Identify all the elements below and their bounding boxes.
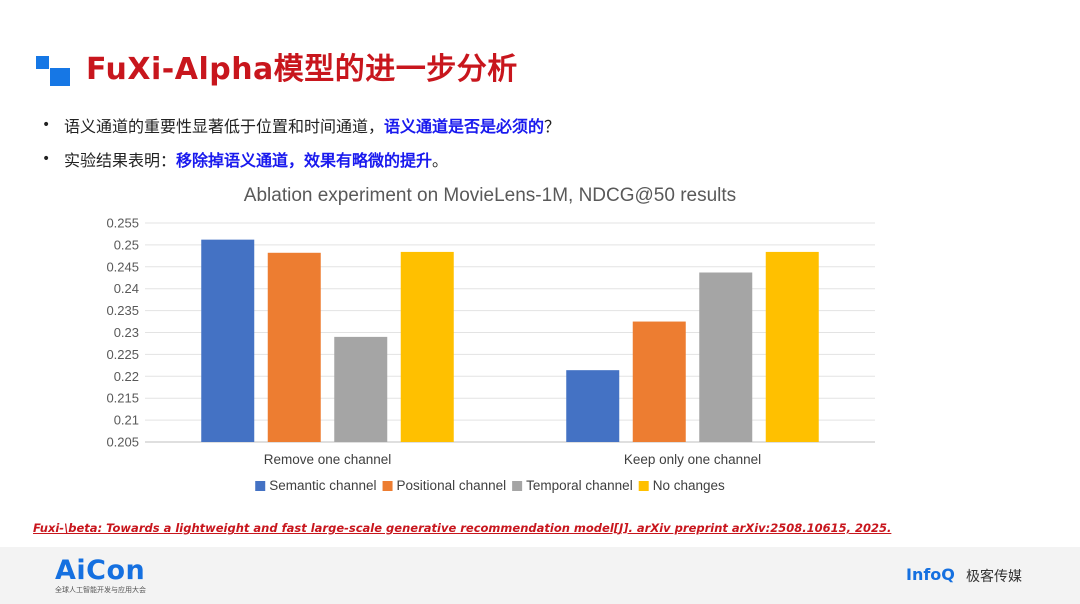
bullet-2-highlight: 移除掉语义通道，效果有略微的提升 bbox=[176, 151, 433, 170]
bullet-item-1: • 语义通道的重要性显著低于位置和时间通道， 语义通道是否是必须的？ bbox=[42, 108, 560, 142]
bullet-2-end: 。 bbox=[432, 151, 449, 170]
chart-title: Ablation experiment on MovieLens-1M, NDC… bbox=[244, 185, 736, 206]
legend-swatch bbox=[255, 481, 266, 491]
bar-no-changes bbox=[765, 251, 819, 442]
bullet-1-highlight: 语义通道是否是必须的 bbox=[384, 117, 545, 136]
aicon-logo: AiCon bbox=[55, 555, 146, 586]
bullet-list: • 语义通道的重要性显著低于位置和时间通道， 语义通道是否是必须的？ • 实验结果… bbox=[42, 108, 560, 176]
x-category-label: Remove one channel bbox=[264, 452, 392, 467]
bullet-2-text: 实验结果表明： bbox=[64, 151, 177, 170]
bar-semantic-channel bbox=[566, 370, 620, 442]
y-tick-label: 0.245 bbox=[106, 259, 139, 274]
bar-positional-channel bbox=[632, 321, 686, 442]
bullet-1-text: 语义通道的重要性显著低于位置和时间通道， bbox=[64, 117, 385, 136]
bar-temporal-channel bbox=[334, 336, 388, 442]
legend-label: Positional channel bbox=[397, 478, 507, 493]
x-axis-labels: Remove one channel Keep only one channel bbox=[264, 452, 761, 467]
ablation-bar-chart: Ablation experiment on MovieLens-1M, NDC… bbox=[106, 185, 875, 493]
slide-title: FuXi-Alpha模型的进一步分析 bbox=[86, 52, 518, 87]
chart-gridlines bbox=[145, 222, 875, 443]
slide-header: FuXi-Alpha模型的进一步分析 bbox=[36, 44, 518, 88]
chart-bars bbox=[201, 239, 819, 442]
chart-legend: Semantic channel Positional channel Tempor… bbox=[255, 478, 725, 493]
bar-positional-channel bbox=[267, 252, 321, 442]
bullet-dot-icon: • bbox=[42, 117, 51, 133]
bar-no-changes bbox=[400, 251, 454, 442]
legend-label: No changes bbox=[653, 478, 725, 493]
footer-bar: AiCon 全球人工智能开发与应用大会 InfoQ 极客传媒 bbox=[0, 547, 1080, 604]
y-tick-label: 0.255 bbox=[106, 216, 139, 231]
y-tick-label: 0.22 bbox=[114, 369, 139, 384]
y-axis-ticks: 0.255 0.25 0.245 0.24 0.235 0.23 0.225 0.22 0.21… bbox=[106, 216, 139, 450]
legend-label: Semantic channel bbox=[269, 478, 376, 493]
legend-label: Temporal channel bbox=[526, 478, 633, 493]
y-tick-label: 0.23 bbox=[114, 325, 139, 340]
infoq-logo: InfoQ bbox=[906, 565, 955, 584]
legend-swatch bbox=[512, 481, 523, 491]
bullet-dot-icon: • bbox=[42, 151, 51, 167]
y-tick-label: 0.205 bbox=[106, 435, 139, 450]
y-tick-label: 0.24 bbox=[114, 281, 139, 296]
aicon-subtitle: 全球人工智能开发与应用大会 bbox=[55, 586, 146, 594]
bar-temporal-channel bbox=[699, 272, 753, 442]
legend-swatch bbox=[382, 481, 393, 491]
y-tick-label: 0.215 bbox=[106, 391, 139, 406]
bullet-item-2: • 实验结果表明： 移除掉语义通道，效果有略微的提升。 bbox=[42, 142, 560, 176]
legend-swatch bbox=[638, 481, 649, 491]
title-squares-icon bbox=[36, 48, 72, 86]
x-category-label: Keep only one channel bbox=[624, 452, 761, 467]
bar-semantic-channel bbox=[201, 239, 255, 442]
bullet-1-end: ？ bbox=[544, 117, 561, 136]
y-tick-label: 0.225 bbox=[106, 347, 139, 362]
y-tick-label: 0.235 bbox=[106, 303, 139, 318]
y-tick-label: 0.21 bbox=[114, 413, 139, 428]
y-tick-label: 0.25 bbox=[114, 237, 139, 252]
partner-name: 极客传媒 bbox=[966, 569, 1022, 585]
reference-citation[interactable]: Fuxi-\beta: Towards a lightweight and fa… bbox=[33, 521, 892, 535]
